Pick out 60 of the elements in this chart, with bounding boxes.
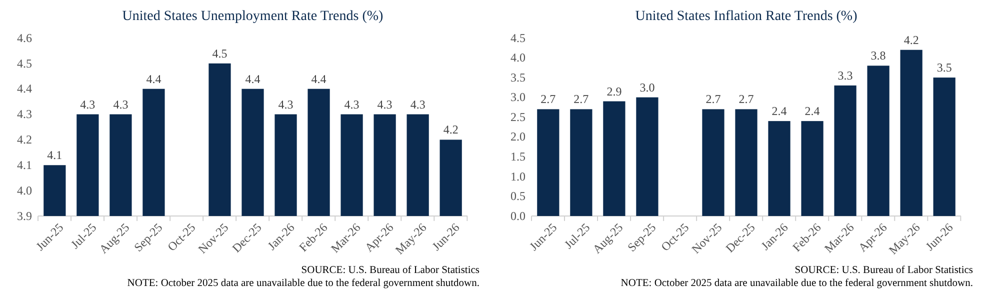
data-label: 2.9: [606, 84, 622, 98]
data-label: 4.3: [278, 97, 294, 112]
data-label: 3.5: [936, 60, 952, 75]
bar: [570, 109, 592, 216]
data-label: 4.5: [212, 46, 228, 60]
data-label: 4.2: [443, 122, 458, 137]
bar: [702, 109, 724, 216]
y-tick-label: 4.4: [17, 82, 32, 96]
y-tick-label: 4.2: [17, 132, 32, 147]
bar: [933, 78, 956, 216]
data-label: 3.3: [838, 68, 853, 82]
y-tick-label: 1.0: [510, 169, 526, 184]
y-tick-label: 3.0: [510, 90, 526, 104]
data-label: 3.8: [870, 48, 886, 63]
bar: [537, 109, 560, 216]
data-label: 2.4: [772, 104, 787, 118]
y-tick-label: 4.0: [17, 183, 32, 198]
bar: [834, 85, 856, 216]
y-tick-label: 4.0: [510, 50, 526, 65]
text: NOTE: October 2025 data are unavailable due to the federal government shutdown.: [127, 278, 480, 289]
text: NOTE: October 2025 data are unavailable due to the federal government shutdown.: [620, 278, 973, 289]
y-tick-label: 2.0: [510, 130, 526, 144]
y-tick-label: 0.5: [510, 189, 526, 204]
bar: [801, 121, 824, 216]
data-label: 4.3: [344, 97, 360, 112]
source-note: SOURCE: U.S. Bureau of Labor Statistics: [794, 265, 973, 276]
y-tick-label: 4.6: [17, 30, 32, 45]
source-note: SOURCE: U.S. Bureau of Labor Statistics: [301, 265, 480, 276]
data-label: 2.7: [540, 92, 556, 106]
data-label: 4.3: [80, 97, 96, 112]
y-tick-label: 3.9: [17, 208, 32, 223]
bar: [867, 66, 890, 216]
data-label: 2.7: [706, 92, 721, 106]
data-label: 4.4: [245, 72, 260, 86]
bar: [900, 50, 922, 216]
y-tick-label: 4.5: [510, 30, 526, 45]
data-label: 4.4: [311, 72, 326, 86]
y-tick-label: 0.0: [510, 208, 526, 223]
data-label: 2.7: [738, 92, 754, 106]
data-label: 2.4: [804, 104, 820, 118]
data-label: 4.1: [47, 148, 62, 162]
data-label: 4.4: [146, 72, 162, 86]
y-tick-label: 4.1: [17, 158, 32, 172]
data-label: 3.0: [640, 80, 655, 94]
data-label: 4.3: [113, 97, 128, 112]
bar: [636, 97, 658, 216]
y-tick-label: 1.5: [510, 150, 526, 164]
y-tick-label: 4.5: [17, 56, 32, 70]
bar: [735, 109, 758, 216]
bar: [603, 101, 626, 216]
chart-title: United States Unemployment Rate Trends (%): [122, 9, 384, 24]
y-tick-label: 4.3: [17, 107, 32, 122]
chart-title: United States Inflation Rate Trends (%): [635, 9, 858, 24]
data-label: 4.3: [377, 97, 392, 112]
data-label: 4.3: [410, 97, 426, 112]
y-tick-label: 3.5: [510, 70, 526, 84]
data-label: 4.2: [904, 32, 919, 47]
y-tick-label: 2.5: [510, 110, 526, 124]
bar: [768, 121, 790, 216]
data-label: 2.7: [574, 92, 589, 106]
